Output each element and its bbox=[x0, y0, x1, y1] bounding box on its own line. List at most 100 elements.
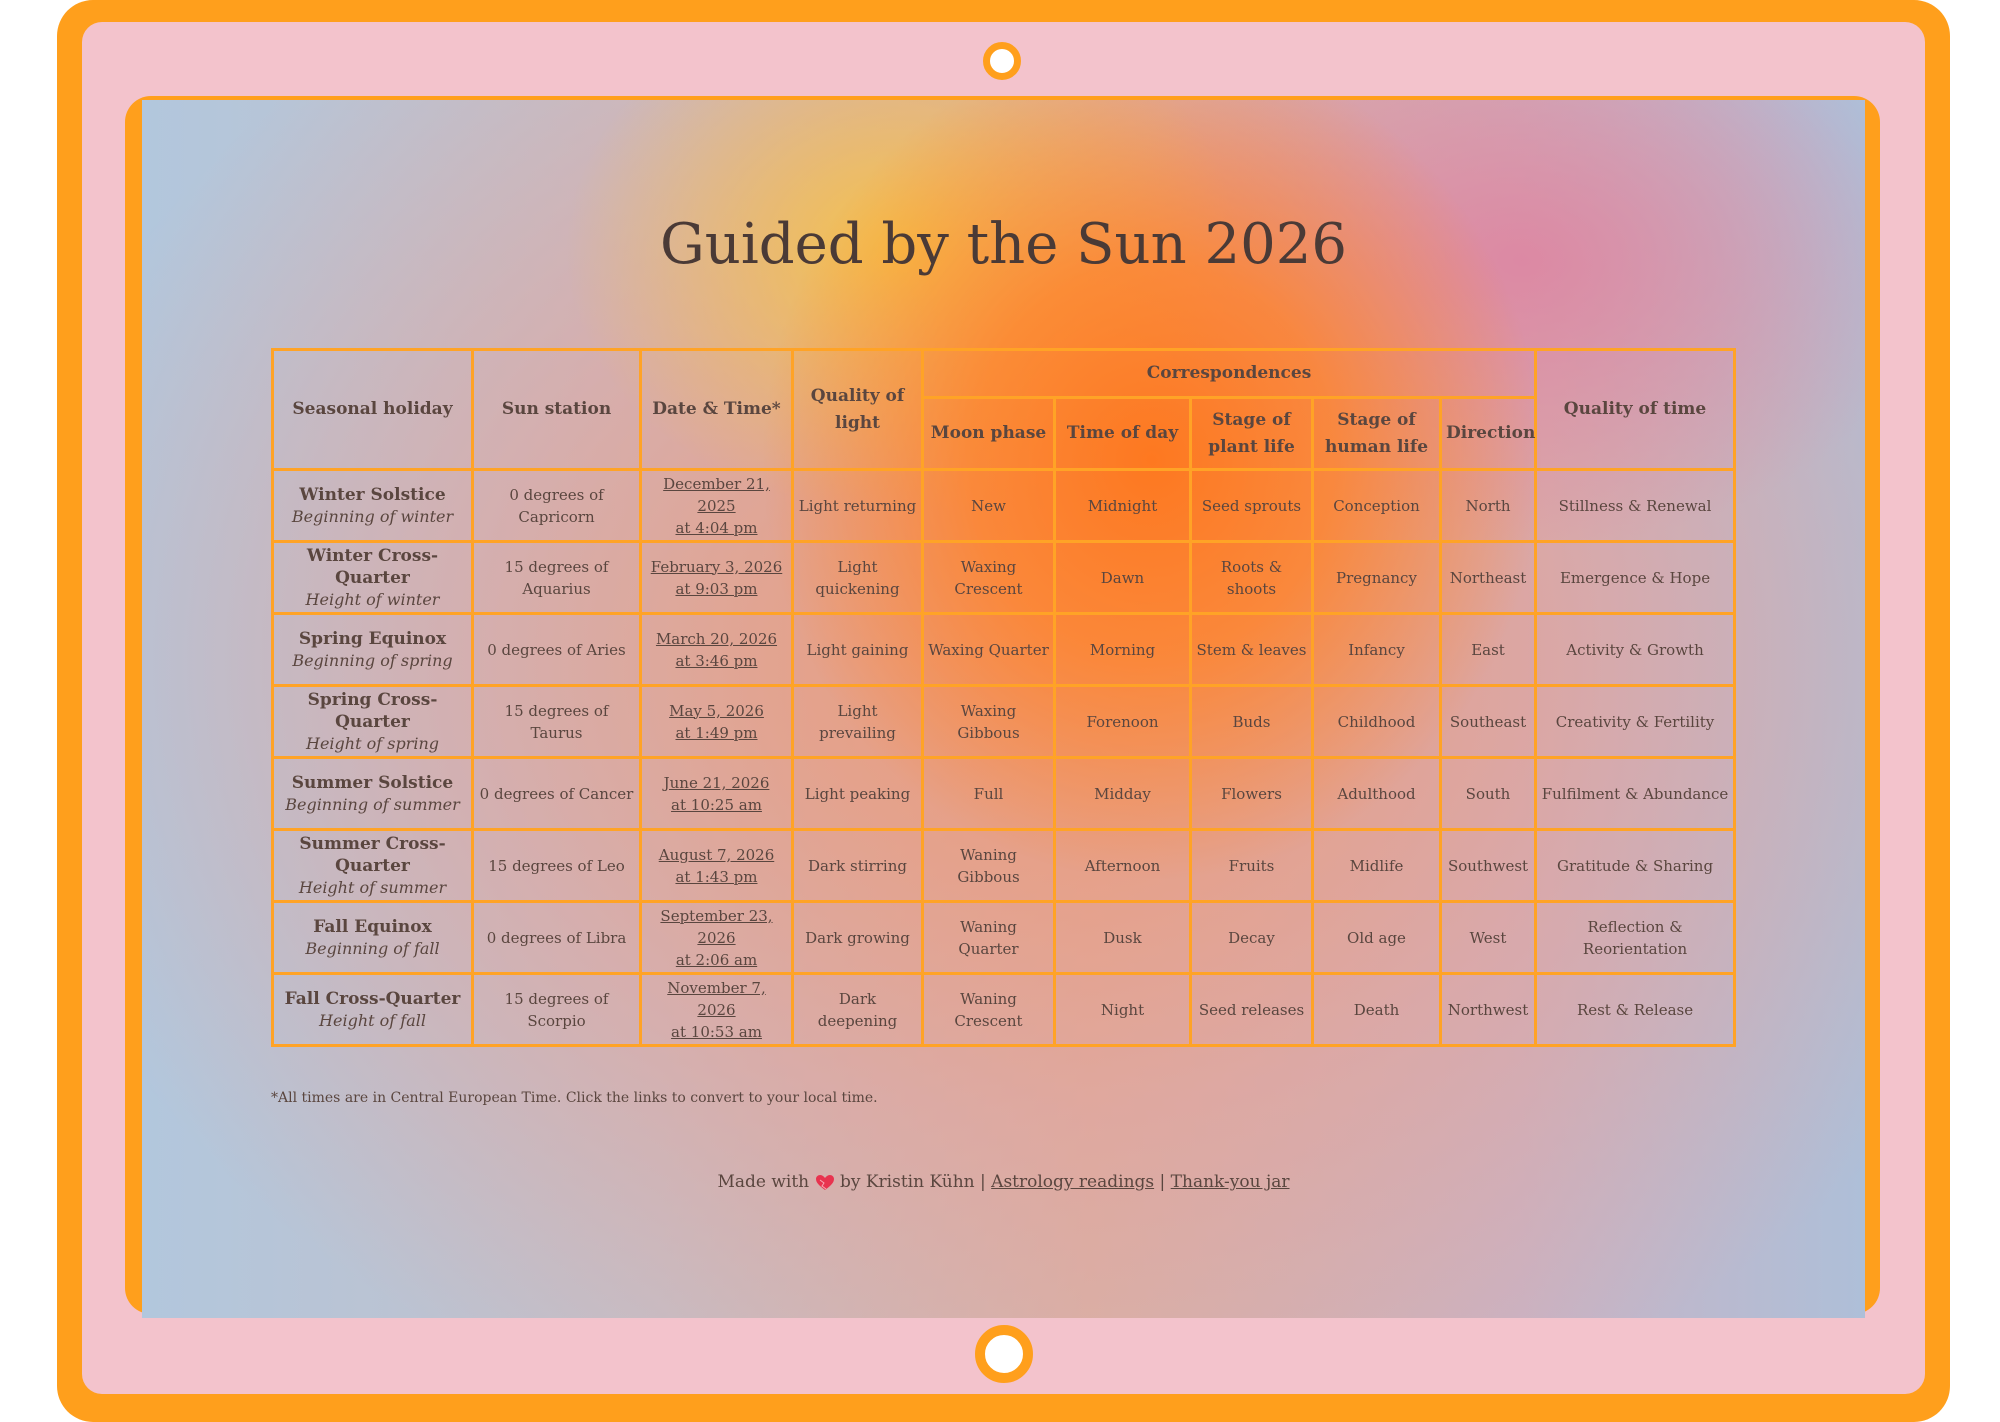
plant-life-cell: Buds bbox=[1189, 684, 1314, 759]
holiday-subtitle: Beginning of fall bbox=[305, 938, 440, 958]
holiday-cell: Winter Cross-Quarter Height of winter bbox=[271, 540, 474, 615]
holiday-name: Spring Equinox bbox=[298, 628, 447, 649]
direction-cell: Southeast bbox=[1438, 684, 1538, 759]
holiday-subtitle: Height of summer bbox=[298, 877, 447, 897]
header-correspondences: Correspondences bbox=[920, 348, 1538, 399]
home-button[interactable] bbox=[975, 1325, 1033, 1383]
footer-made-with: Made with bbox=[717, 1172, 810, 1192]
quality-of-time-cell: Stillness & Renewal bbox=[1534, 468, 1737, 543]
header-stage-plant-line1: Stage of bbox=[1212, 409, 1291, 430]
footer-author: by Kristin Kühn | bbox=[839, 1172, 986, 1192]
table-header: Seasonal holiday Sun station Date & Time… bbox=[271, 348, 1737, 471]
quality-of-time-cell: Rest & Release bbox=[1534, 972, 1737, 1047]
holiday-name: Fall Equinox bbox=[313, 916, 432, 937]
table-row: Fall Cross-Quarter Height of fall 15 degr… bbox=[271, 972, 1737, 1047]
heart-icon bbox=[815, 1175, 834, 1190]
top-camera-icon bbox=[983, 42, 1021, 80]
direction-cell: North bbox=[1438, 468, 1538, 543]
holiday-cell: Spring Equinox Beginning of spring bbox=[271, 612, 474, 687]
table-row: Winter Cross-Quarter Height of winter 15 … bbox=[271, 540, 1737, 615]
human-life-cell: Pregnancy bbox=[1311, 540, 1442, 615]
human-life-cell: Midlife bbox=[1311, 828, 1442, 903]
date-time-link[interactable]: May 5, 2026 at 1:49 pm bbox=[669, 700, 764, 744]
plant-life-cell: Seed releases bbox=[1189, 972, 1314, 1047]
table-row: Winter Solstice Beginning of winter 0 deg… bbox=[271, 468, 1737, 543]
time-text: at 3:46 pm bbox=[675, 651, 758, 670]
date-text: May 5, 2026 bbox=[669, 701, 764, 720]
holiday-subtitle: Height of winter bbox=[305, 589, 440, 609]
date-time-link[interactable]: September 23, 2026 at 2:06 am bbox=[646, 905, 787, 971]
sun-station-cell: 0 degrees of Cancer bbox=[471, 756, 642, 831]
header-stage-human-line1: Stage of bbox=[1337, 409, 1416, 430]
quality-of-light-cell: Dark stirring bbox=[791, 828, 924, 903]
holiday-name: Summer Solstice bbox=[291, 772, 454, 793]
date-cell: February 3, 2026 at 9:03 pm bbox=[639, 540, 794, 615]
quality-of-light-cell: Light peaking bbox=[791, 756, 924, 831]
sun-station-cell: 15 degrees of Taurus bbox=[471, 684, 642, 759]
date-time-link[interactable]: June 21, 2026 at 10:25 am bbox=[664, 772, 770, 816]
table-row: Spring Equinox Beginning of spring 0 degr… bbox=[271, 612, 1737, 687]
time-text: at 10:25 am bbox=[671, 795, 762, 814]
time-of-day-cell: Afternoon bbox=[1053, 828, 1192, 903]
date-cell: August 7, 2026 at 1:43 pm bbox=[639, 828, 794, 903]
quality-of-light-cell: Light returning bbox=[791, 468, 924, 543]
human-life-cell: Conception bbox=[1311, 468, 1442, 543]
moon-phase-cell: New bbox=[921, 468, 1056, 543]
holiday-cell: Summer Solstice Beginning of summer bbox=[271, 756, 474, 831]
table-row: Spring Cross-Quarter Height of spring 15 … bbox=[271, 684, 1737, 759]
sun-station-cell: 0 degrees of Aries bbox=[471, 612, 642, 687]
moon-phase-cell: Waning Crescent bbox=[921, 972, 1056, 1047]
quality-of-time-cell: Activity & Growth bbox=[1534, 612, 1737, 687]
astrology-readings-link[interactable]: Astrology readings bbox=[991, 1172, 1155, 1192]
direction-cell: West bbox=[1438, 900, 1538, 975]
header-stage-human-life: Stage of human life bbox=[1311, 396, 1442, 471]
timezone-footnote: *All times are in Central European Time.… bbox=[271, 1090, 878, 1106]
sun-station-cell: 0 degrees of Capricorn bbox=[471, 468, 642, 543]
header-direction: Direction bbox=[1438, 396, 1538, 471]
date-cell: June 21, 2026 at 10:25 am bbox=[639, 756, 794, 831]
moon-phase-cell: Waxing Quarter bbox=[921, 612, 1056, 687]
moon-phase-cell: Waxing Crescent bbox=[921, 540, 1056, 615]
plant-life-cell: Fruits bbox=[1189, 828, 1314, 903]
date-cell: March 20, 2026 at 3:46 pm bbox=[639, 612, 794, 687]
holiday-name: Winter Solstice bbox=[299, 484, 446, 505]
quality-of-light-cell: Light prevailing bbox=[791, 684, 924, 759]
date-time-link[interactable]: November 7, 2026 at 10:53 am bbox=[646, 977, 787, 1043]
holiday-cell: Fall Cross-Quarter Height of fall bbox=[271, 972, 474, 1047]
date-time-link[interactable]: August 7, 2026 at 1:43 pm bbox=[659, 844, 775, 888]
date-text: March 20, 2026 bbox=[655, 629, 778, 648]
table-row: Summer Solstice Beginning of summer 0 deg… bbox=[271, 756, 1737, 831]
footer: Made with by Kristin Kühn | Astrology re… bbox=[142, 1172, 1865, 1192]
time-text: at 4:04 pm bbox=[675, 518, 758, 537]
time-of-day-cell: Morning bbox=[1053, 612, 1192, 687]
page-title: Guided by the Sun 2026 bbox=[660, 212, 1347, 277]
date-time-link[interactable]: December 21, 2025 at 4:04 pm bbox=[646, 473, 787, 539]
date-text: February 3, 2026 bbox=[650, 557, 783, 576]
holiday-cell: Winter Solstice Beginning of winter bbox=[271, 468, 474, 543]
date-time-link[interactable]: February 3, 2026 at 9:03 pm bbox=[651, 556, 783, 600]
holiday-name: Fall Cross-Quarter bbox=[284, 988, 461, 1009]
direction-cell: East bbox=[1438, 612, 1538, 687]
holiday-name: Spring Cross-Quarter bbox=[307, 689, 438, 732]
thank-you-jar-link[interactable]: Thank-you jar bbox=[1170, 1172, 1290, 1192]
header-moon-phase: Moon phase bbox=[921, 396, 1056, 471]
human-life-cell: Childhood bbox=[1311, 684, 1442, 759]
header-stage-plant-line2: plant life bbox=[1208, 436, 1295, 457]
holiday-cell: Fall Equinox Beginning of fall bbox=[271, 900, 474, 975]
date-text: November 7, 2026 bbox=[667, 978, 766, 1019]
date-text: December 21, 2025 bbox=[663, 474, 770, 515]
time-text: at 10:53 am bbox=[671, 1022, 762, 1041]
plant-life-cell: Roots & shoots bbox=[1189, 540, 1314, 615]
holiday-subtitle: Height of spring bbox=[305, 733, 439, 753]
header-time-of-day: Time of day bbox=[1053, 396, 1192, 471]
date-time-link[interactable]: March 20, 2026 at 3:46 pm bbox=[656, 628, 777, 672]
date-cell: November 7, 2026 at 10:53 am bbox=[639, 972, 794, 1047]
direction-cell: Southwest bbox=[1438, 828, 1538, 903]
table-body: Winter Solstice Beginning of winter 0 deg… bbox=[271, 468, 1737, 1047]
human-life-cell: Old age bbox=[1311, 900, 1442, 975]
date-text: August 7, 2026 bbox=[658, 845, 775, 864]
quality-of-light-cell: Light gaining bbox=[791, 612, 924, 687]
table-row: Fall Equinox Beginning of fall 0 degrees … bbox=[271, 900, 1737, 975]
sun-station-cell: 0 degrees of Libra bbox=[471, 900, 642, 975]
quality-of-light-cell: Light quickening bbox=[791, 540, 924, 615]
